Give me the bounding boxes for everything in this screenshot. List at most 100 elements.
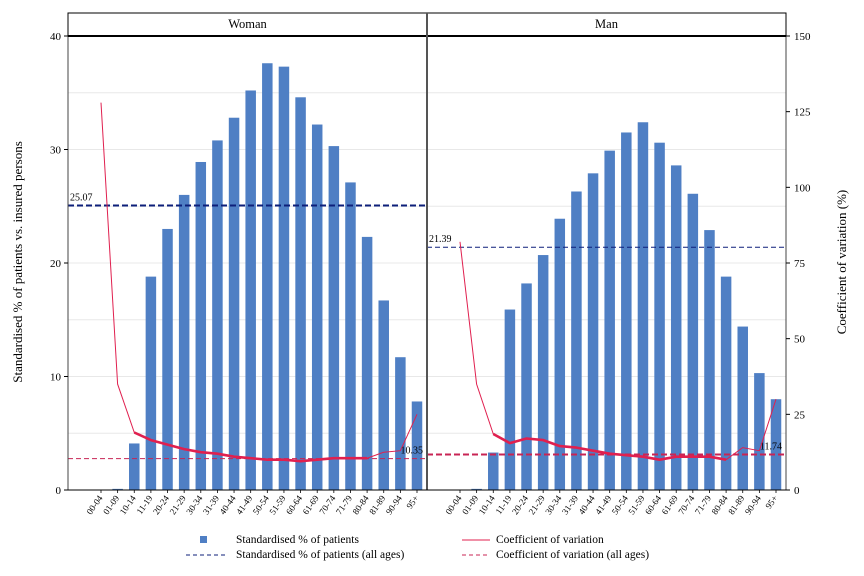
x-tick-label: 10-14 [118,493,139,516]
panel-title: Woman [228,17,267,31]
y2-tick-label: 100 [794,182,811,194]
x-tick-label: 90-94 [743,493,764,516]
x-tick-label: 71-79 [693,493,714,516]
bar [720,276,732,490]
x-tick-label: 01-09 [101,493,122,516]
bar [687,193,699,490]
cv-line-emphasis [492,432,727,462]
bar [537,255,549,490]
bars-all-label: 21.39 [429,234,452,245]
bar [621,132,632,490]
bar [145,276,157,490]
x-tick-label: 70-74 [317,493,338,516]
x-tick-label: 50-54 [610,493,631,516]
cv-all-label: 10.35 [401,446,424,457]
bars-all-label: 25.07 [70,192,93,203]
legend-cv-all-label: Coefficient of variation (all ages) [496,549,649,561]
x-tick-label: 31-39 [560,493,581,516]
x-tick-label: 61-69 [301,493,322,516]
bar [395,357,406,490]
bar [637,122,649,490]
bar [345,182,356,491]
legend-bar-swatch [200,536,207,543]
x-tick-label: 30-34 [543,493,564,516]
x-tick-label: 95+ [763,493,779,510]
x-tick-label: 30-34 [184,493,205,516]
x-tick-label: 40-44 [576,493,597,516]
bar [571,191,582,490]
x-tick-label: 10-14 [477,493,498,516]
x-tick-label: 71-79 [334,493,355,516]
bar [471,488,482,490]
x-tick-label: 95+ [404,493,420,510]
x-tick-label: 21-29 [527,493,548,516]
panel-title: Man [595,17,619,31]
panel-man: Man 21.39 11.74 00-0401-0910-1411-1920-2421… [426,12,787,516]
bar [554,218,566,491]
bar [328,146,340,490]
x-tick-label: 20-24 [151,493,172,516]
y2-tick-label: 50 [794,334,806,346]
bar [411,401,423,490]
bar [587,173,599,490]
bar [670,165,682,490]
y2-tick-label: 75 [794,258,806,270]
bar [754,373,765,490]
bar [770,399,782,490]
legend-cv-label: Coefficient of variation [496,534,604,546]
panel-woman: Woman 25.07 10.35 00-0401-0910-1411-1920-24… [67,12,428,516]
x-tick-label: 81-89 [726,493,747,516]
legend-bar-label: Standardised % of patients [236,534,359,546]
x-tick-label: 60-64 [643,493,664,516]
bar [504,309,516,490]
bar [129,443,140,490]
x-tick-label: 81-89 [367,493,388,516]
y-tick-label: 30 [50,145,62,157]
x-tick-label: 00-04 [443,493,464,516]
x-tick-label: 11-19 [493,493,513,516]
y-tick-label: 40 [50,31,62,43]
x-tick-label: 70-74 [676,493,697,516]
bar [311,124,323,490]
y-tick-label: 0 [56,485,62,497]
x-tick-label: 61-69 [660,493,681,516]
bar [488,452,499,490]
y2-tick-label: 25 [794,409,806,421]
bar [361,236,373,490]
x-tick-label: 60-64 [284,493,305,516]
bar [262,63,273,491]
bar [654,142,665,490]
x-tick-label: 31-39 [201,493,222,516]
x-tick-label: 51-59 [626,493,647,516]
x-tick-label: 41-49 [234,493,255,516]
cv-all-label: 11.74 [760,441,782,452]
x-tick-label: 80-84 [710,493,731,516]
bar [378,300,389,490]
y2-axis-label: Coefficient of variation (%) [834,190,849,335]
bar [704,230,715,490]
x-tick-label: 01-09 [460,493,481,516]
legend: Standardised % of patients Coefficient o… [186,534,649,561]
x-tick-label: 00-04 [84,493,105,516]
bar [295,97,306,490]
x-tick-label: 41-49 [593,493,614,516]
bar [195,161,207,491]
bar [178,194,190,490]
bar [162,228,173,490]
bar [278,66,290,491]
bar [228,117,240,490]
x-tick-label: 11-19 [134,493,154,516]
axes-layer: 0 10 20 30 40 0 25 50 75 100 125 150 [50,13,811,497]
bar [245,90,256,490]
y2-tick-label: 150 [794,31,811,43]
x-tick-label: 80-84 [351,493,372,516]
bar [604,150,615,490]
y-axis-label: Standardised % of patients vs. insured p… [10,141,25,383]
legend-bars-all-label: Standardised % of patients (all ages) [236,549,404,561]
x-tick-label: 50-54 [251,493,272,516]
cv-line-emphasis [133,431,368,463]
bar [737,326,748,490]
bar [521,283,532,490]
x-tick-label: 21-29 [168,493,189,516]
